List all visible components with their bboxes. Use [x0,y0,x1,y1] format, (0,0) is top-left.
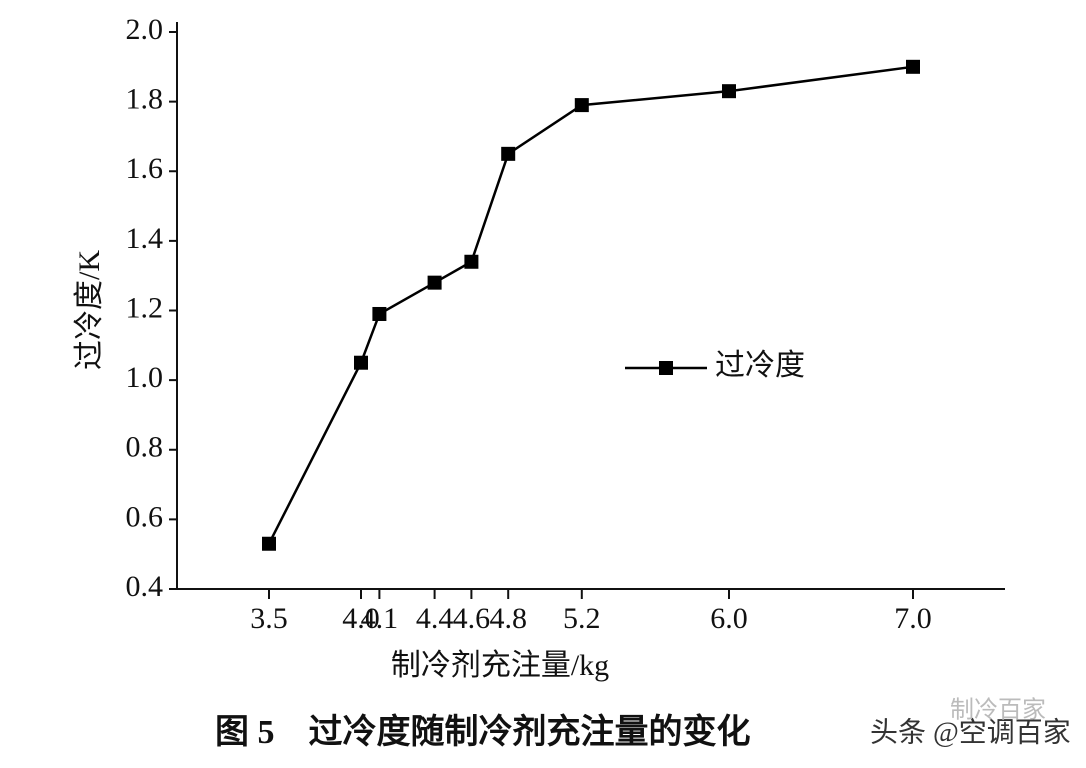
caption: 图 5 过冷度随制冷剂充注量的变化 [215,713,751,751]
y-tick-label: 1.2 [126,291,164,324]
y-tick-label: 1.0 [126,361,164,394]
y-tick-label: 0.4 [126,570,164,603]
point [906,59,920,74]
y-tick-label: 0.6 [126,500,164,533]
series-line [267,65,914,545]
y-tick-label: 2.0 [126,13,164,46]
point [427,275,442,290]
point [262,536,276,551]
x-tick-label: 4.6 [453,602,491,635]
x-tick-label: 4.4 [416,602,454,635]
x-tick-label: 6.0 [710,602,748,635]
y-axis-label: 过冷度/K [73,250,106,370]
point [464,254,479,269]
y-tick-label: 1.6 [126,152,164,185]
x-axis-label: 制冷剂充注量/kg [391,649,609,682]
watermark: 头条 @空调百家 [870,716,1071,748]
point [372,306,387,321]
x-tick-label: 7.0 [894,602,932,635]
point [574,98,589,113]
x-tick-label: 4.1 [361,602,399,635]
legend-marker [659,361,673,375]
x-tick-label: 5.2 [563,602,601,635]
y-tick-label: 0.8 [126,431,164,464]
legend-label: 过冷度 [715,349,805,382]
point [722,84,736,99]
y-tick-label: 1.8 [126,83,164,116]
x-tick-label: 3.5 [250,602,288,635]
watermark: 制冷百家 [950,697,1046,724]
x-tick-label: 4.8 [489,602,527,635]
x-tick-label: 4.0 [342,602,380,635]
point [354,355,368,370]
y-tick-label: 1.4 [126,222,164,255]
point [501,146,516,161]
